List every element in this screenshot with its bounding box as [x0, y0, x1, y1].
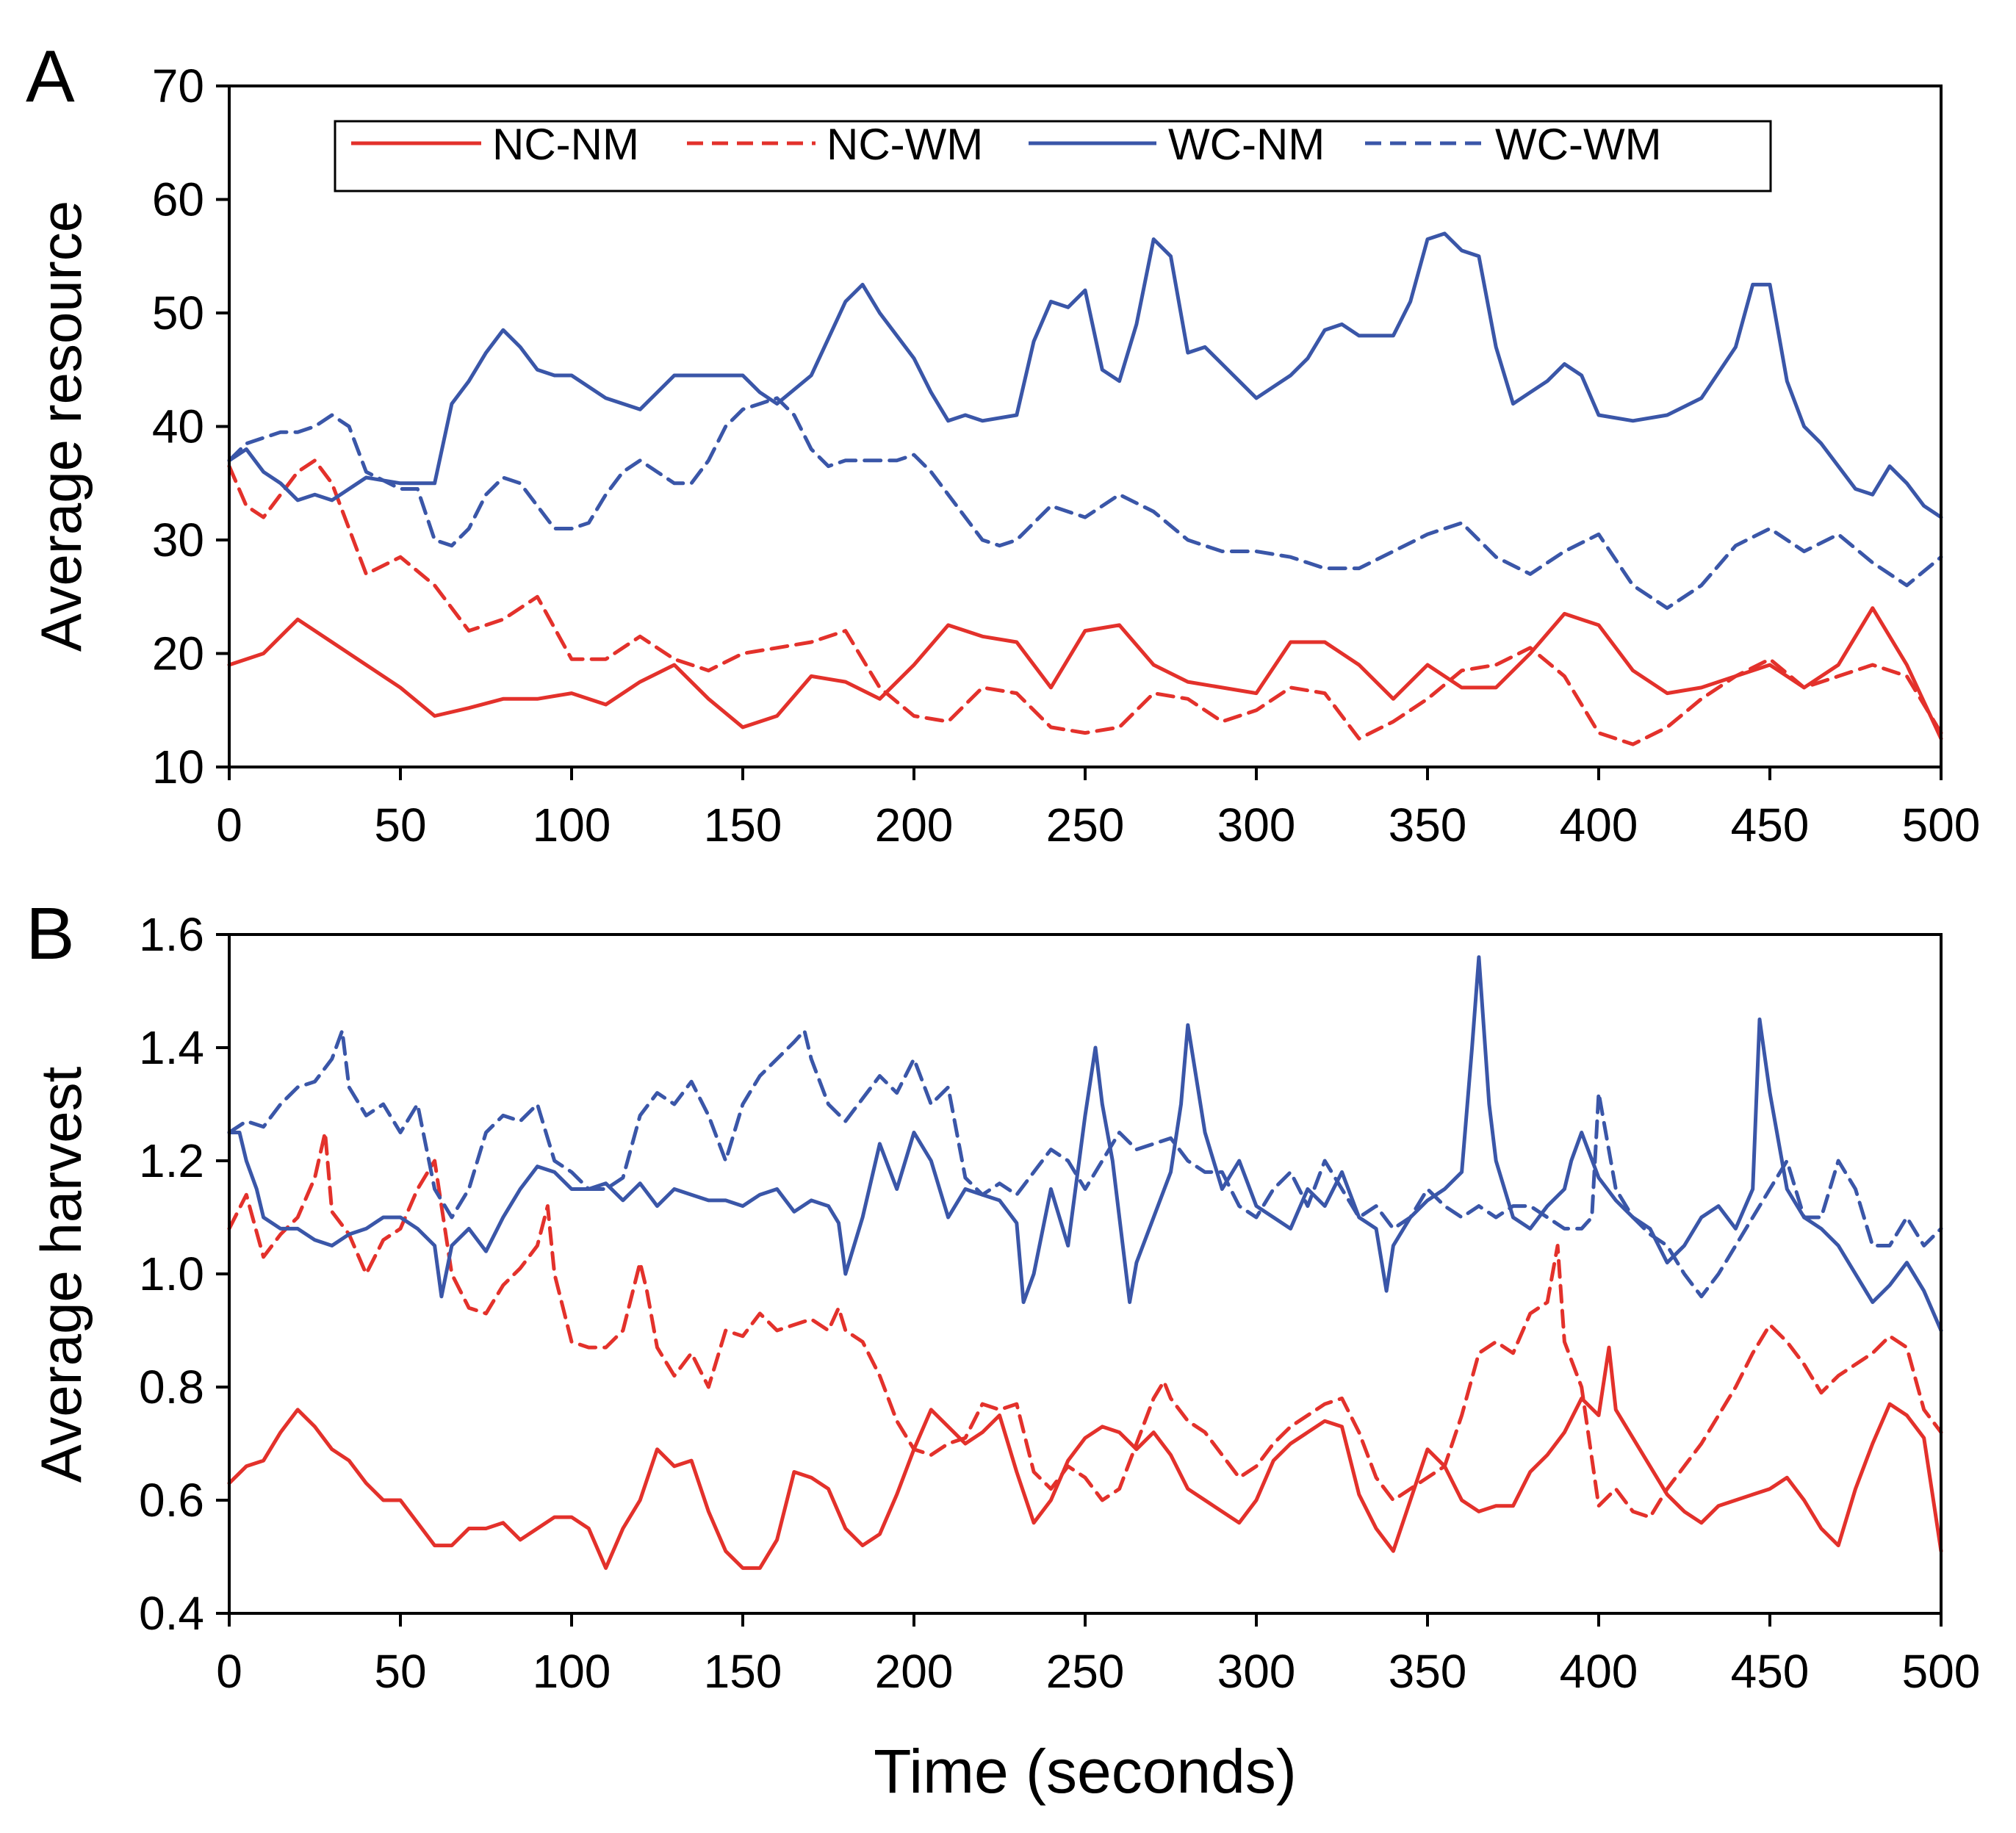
panel-b-xtick-label: 0 [216, 1645, 242, 1698]
panel-b-xtick-label: 450 [1731, 1645, 1810, 1698]
panel-b-ytick-label: 1.2 [139, 1134, 204, 1187]
legend: NC-NM NC-WM WC-NM WC-WM [334, 120, 1772, 192]
panel-a-ylabel: Average resource [29, 201, 93, 652]
panel-a-ytick-label: 40 [152, 400, 204, 453]
panel-b-xtick-label: 100 [533, 1645, 611, 1698]
panel-a-series [227, 231, 1943, 746]
panel-a-xtick-label: 250 [1046, 799, 1125, 851]
panel-a-plot-frame [228, 84, 1943, 768]
legend-item-nc-nm: NC-NM [351, 120, 639, 169]
panel-b-ytick-label: 0.4 [139, 1587, 204, 1640]
panel-b-xtick-label: 300 [1217, 1645, 1296, 1698]
panel-a: A Average resource 0 50 100 150 200 250 300 350… [26, 35, 1980, 851]
panel-a-xtick-label: 500 [1902, 799, 1981, 851]
panel-b-series-nc-nm [227, 1345, 1943, 1570]
legend-label-nc-nm: NC-NM [492, 120, 639, 169]
panel-b-series [227, 955, 1943, 1570]
panel-a-xtick-label: 0 [216, 799, 242, 851]
x-axis-title: Time (seconds) [874, 1737, 1297, 1806]
panel-b-ytick-label: 1.4 [139, 1021, 204, 1074]
panel-a-ytick-label: 20 [152, 627, 204, 680]
panel-b-xtick-label: 500 [1902, 1645, 1981, 1698]
panel-a-xtick-label: 200 [875, 799, 954, 851]
panel-b-ticks: 0 50 100 150 200 250 300 350 400 450 500 0.4 0.6 0.8 1… [139, 908, 1980, 1698]
legend-label-wc-nm: WC-NM [1168, 120, 1325, 169]
panel-a-xtick-label: 50 [374, 799, 426, 851]
panel-a-ytick-label: 60 [152, 173, 204, 226]
panel-a-ytick-label: 70 [152, 60, 204, 112]
panel-b-ylabel: Average harvest [29, 1066, 93, 1483]
panel-b: B Average harvest 0 50 100 150 200 250 300 350 4… [26, 893, 1980, 1698]
panel-b-xtick-label: 250 [1046, 1645, 1125, 1698]
panel-a-series-nc-nm [227, 606, 1943, 741]
panel-a-ytick-label: 30 [152, 514, 204, 566]
panel-b-xtick-label: 150 [704, 1645, 782, 1698]
panel-b-ytick-label: 0.6 [139, 1474, 204, 1527]
panel-b-xtick-label: 50 [374, 1645, 426, 1698]
panel-a-xtick-label: 100 [533, 799, 611, 851]
panel-b-plot-frame [228, 933, 1943, 1615]
legend-item-wc-wm: WC-WM [1365, 120, 1662, 169]
panel-b-ytick-label: 1.0 [139, 1247, 204, 1300]
panel-a-xtick-label: 350 [1389, 799, 1467, 851]
panel-a-xtick-label: 450 [1731, 799, 1810, 851]
panel-b-xtick-label: 350 [1389, 1645, 1467, 1698]
panel-b-ytick-label: 1.6 [139, 908, 204, 961]
legend-label-nc-wm: NC-WM [827, 120, 983, 169]
panel-a-xtick-label: 300 [1217, 799, 1296, 851]
panel-a-xtick-label: 150 [704, 799, 782, 851]
panel-b-xtick-label: 200 [875, 1645, 954, 1698]
legend-box [334, 120, 1772, 192]
panel-a-series-wc-nm [227, 231, 1943, 519]
panel-a-xtick-label: 400 [1560, 799, 1638, 851]
legend-label-wc-wm: WC-WM [1495, 120, 1662, 169]
panel-a-letter: A [26, 35, 75, 118]
panel-b-series-wc-wm [227, 1029, 1943, 1299]
panel-a-ytick-label: 10 [152, 741, 204, 793]
panel-b-ytick-label: 0.8 [139, 1361, 204, 1414]
panel-a-series-wc-wm [227, 396, 1943, 611]
panel-a-ticks: 0 50 100 150 200 250 300 350 400 450 500 10 20 30 40 50… [152, 60, 1981, 851]
panel-b-letter: B [26, 893, 75, 975]
panel-b-xtick-label: 400 [1560, 1645, 1638, 1698]
panel-b-series-nc-wm [227, 1131, 1943, 1519]
panel-a-ytick-label: 50 [152, 287, 204, 339]
panel-a-series-nc-wm [227, 458, 1943, 746]
legend-item-wc-nm: WC-NM [1029, 120, 1325, 169]
legend-item-nc-wm: NC-WM [687, 120, 983, 169]
